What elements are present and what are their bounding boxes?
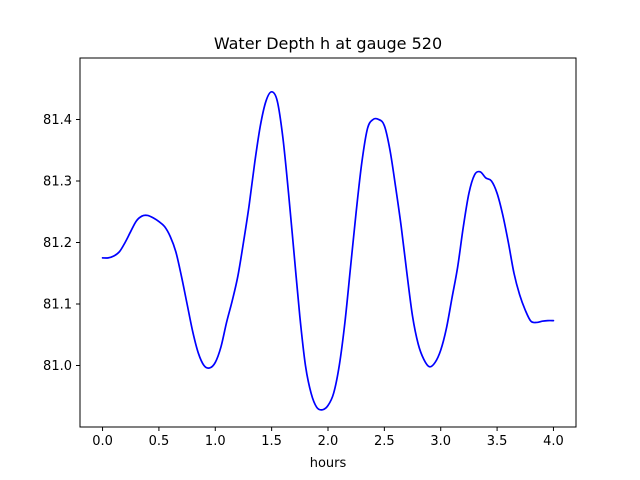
y-tick-label: 81.3 <box>43 175 72 190</box>
series-line <box>101 90 555 411</box>
x-tick-label: 2.0 <box>318 434 339 449</box>
y-tick-label: 81.0 <box>43 359 72 374</box>
y-tick-label: 81.4 <box>43 113 72 128</box>
x-tick-label: 0.5 <box>149 434 170 449</box>
x-tick-label: 4.0 <box>543 434 564 449</box>
x-axis: 0.0 0.5 1.0 1.5 2.0 2.5 3.0 3.5 4.0 <box>92 427 564 449</box>
y-tick-label: 81.2 <box>43 236 72 251</box>
y-axis: 81.0 81.1 81.2 81.3 81.4 <box>43 113 80 374</box>
x-axis-label: hours <box>310 456 347 471</box>
x-tick-label: 1.5 <box>261 434 282 449</box>
x-tick-label: 2.5 <box>374 434 395 449</box>
x-tick-label: 3.5 <box>487 434 508 449</box>
x-tick-label: 0.0 <box>92 434 113 449</box>
chart-title: Water Depth h at gauge 520 <box>214 34 442 53</box>
x-tick-label: 3.0 <box>430 434 451 449</box>
x-tick-label: 1.0 <box>205 434 226 449</box>
y-tick-label: 81.1 <box>43 298 72 313</box>
